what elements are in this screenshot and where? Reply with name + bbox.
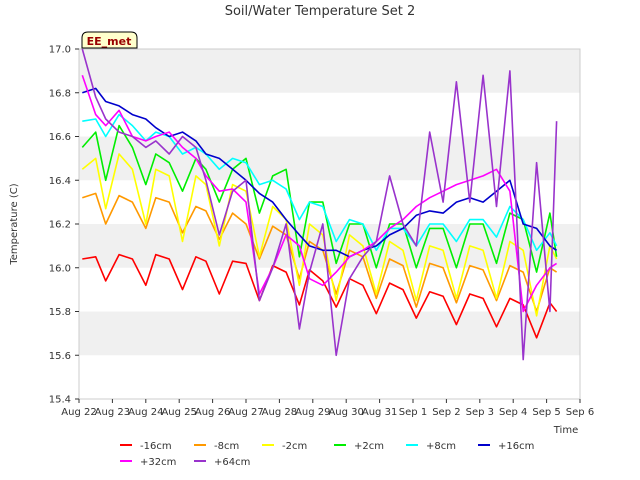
x-tick-label: Aug 24 (128, 407, 163, 418)
series-line-2cm (81, 124, 558, 273)
grid-band (79, 311, 580, 356)
x-tick-label: Aug 28 (262, 407, 297, 418)
x-tick-label: Aug 27 (228, 407, 263, 418)
x-tick-label: Aug 22 (61, 407, 96, 418)
legend-label: +32cm (140, 457, 176, 468)
legend-label: +8cm (426, 441, 456, 452)
y-tick-label: 16.4 (49, 176, 71, 187)
grid-band (79, 49, 580, 93)
x-tick-label: Sep 2 (432, 407, 460, 418)
grid-bands (79, 49, 580, 356)
series-line-32cm (81, 75, 558, 313)
legend-item: +2cm (334, 441, 384, 452)
y-tick-label: 16.8 (49, 88, 71, 99)
series-layer (81, 48, 558, 361)
y-tick-label: 17.0 (49, 45, 71, 56)
y-axis-label: Temperature (C) (9, 183, 20, 265)
x-tick-label: Aug 30 (328, 407, 363, 418)
legend-item: +64cm (194, 457, 250, 468)
legend-item: +16cm (478, 441, 534, 452)
annotation-label: EE_met (87, 35, 132, 48)
legend-item: +32cm (120, 457, 176, 468)
legend-item: -16cm (120, 441, 172, 452)
y-tick-label: 15.6 (49, 351, 71, 362)
x-tick-label: Aug 26 (195, 407, 230, 418)
series-line-64cm (81, 48, 558, 361)
chart-title: Soil/Water Temperature Set 2 (225, 4, 416, 19)
x-tick-label: Aug 31 (362, 407, 397, 418)
x-tick-label: Aug 29 (295, 407, 330, 418)
x-tick-label: Sep 3 (466, 407, 494, 418)
x-axis-label: Time (553, 425, 578, 436)
y-tick-label: 16.0 (49, 263, 71, 274)
x-tick-label: Aug 23 (95, 407, 130, 418)
y-tick-label: 16.6 (49, 132, 71, 143)
series-line-8cm (82, 113, 558, 252)
x-tick-label: Sep 4 (499, 407, 527, 418)
legend-label: -2cm (282, 441, 307, 452)
legend-label: +2cm (354, 441, 384, 452)
legend-item: -8cm (194, 441, 239, 452)
y-axis: 15.4 15.6 15.8 16.0 16.2 16.4 16.6 16.8 17.0 (49, 45, 79, 406)
y-tick-label: 15.8 (49, 307, 71, 318)
legend-label: -16cm (140, 441, 172, 452)
legend-label: +64cm (214, 457, 250, 468)
legend-label: +16cm (498, 441, 534, 452)
x-tick-label: Aug 25 (161, 407, 196, 418)
y-tick-label: 15.4 (49, 395, 71, 406)
legend-item: +8cm (406, 441, 456, 452)
y-tick-label: 16.2 (49, 220, 71, 231)
x-tick-label: Sep 5 (532, 407, 560, 418)
series-line-16cm (82, 253, 558, 339)
legend-label: -8cm (214, 441, 239, 452)
x-tick-label: Sep 1 (399, 407, 427, 418)
legend: -16cm -8cm -2cm +2cm +8cm +16cm +32cm +64cm (120, 441, 534, 468)
series-line-2cm (81, 153, 558, 317)
x-tick-label: Sep 6 (566, 407, 594, 418)
annotation-box: EE_met (81, 31, 138, 49)
legend-item: -2cm (262, 441, 307, 452)
